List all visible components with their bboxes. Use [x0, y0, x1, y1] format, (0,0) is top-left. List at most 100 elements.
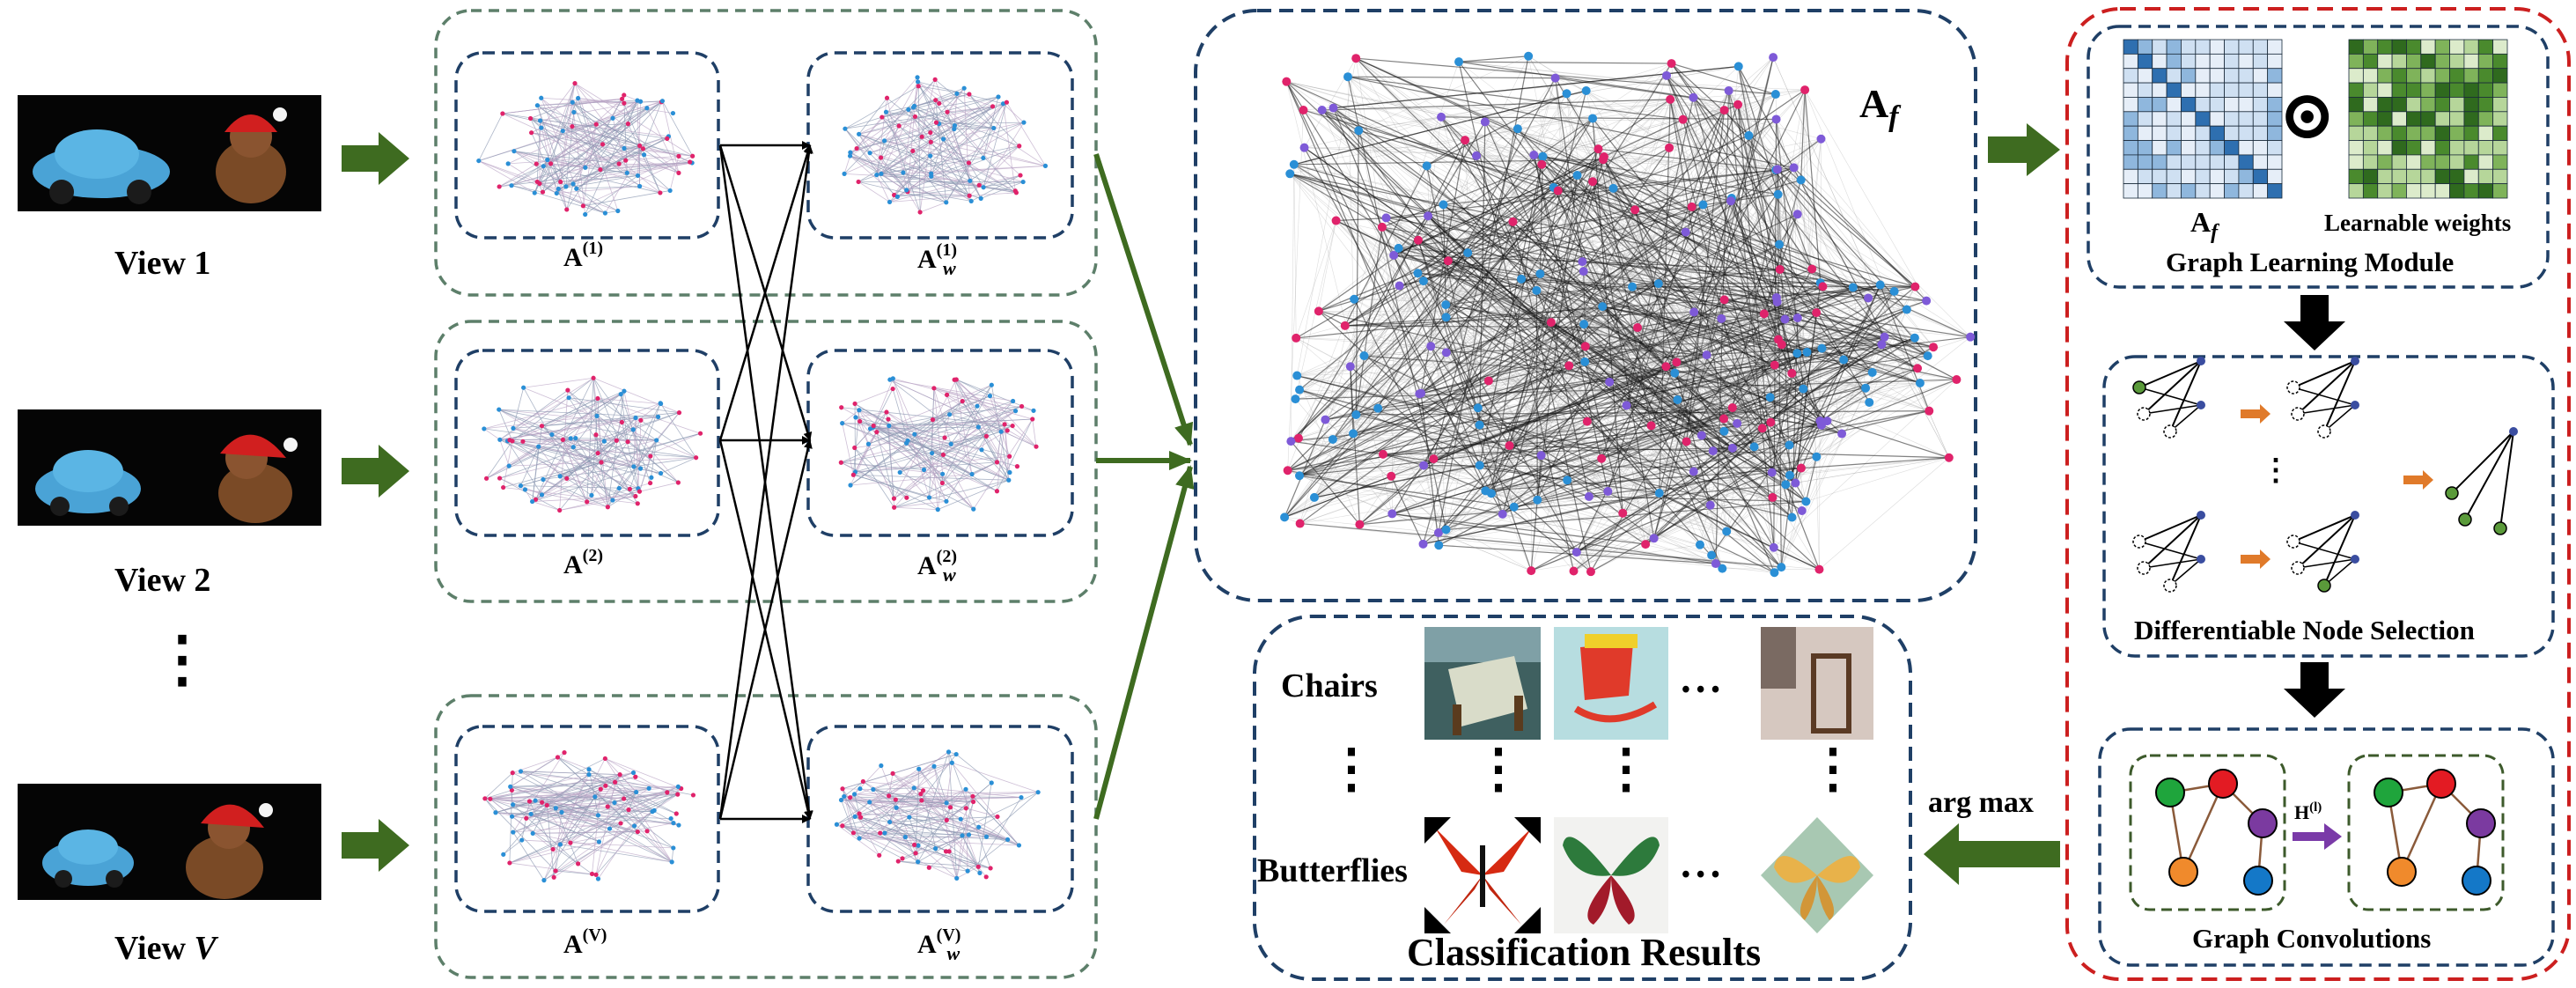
- graph-label-av-base: A: [563, 930, 583, 959]
- fused-graph-label-base: A: [1859, 81, 1889, 126]
- chair-image-3: [1761, 627, 1873, 740]
- mini-graph-2: [482, 375, 703, 513]
- conv-graph: [2155, 769, 2278, 896]
- class-row-butterflies: Butterflies: [1257, 852, 1408, 889]
- conv-graph: [2374, 769, 2496, 896]
- graph-conv-title: Graph Convolutions: [2192, 923, 2432, 954]
- graph-label-a1-base: A: [563, 243, 583, 272]
- class-ellipsis-v-3: ⋮: [1600, 740, 1652, 798]
- mini-graphs: [476, 75, 1049, 883]
- fused-nodes: [1280, 51, 1976, 578]
- af-matrix: [2123, 39, 2283, 199]
- af-matrix-label: Af: [2190, 206, 2218, 243]
- graph-label-a1: A(1): [563, 240, 603, 272]
- conv-operator-label-sup: (l): [2309, 800, 2322, 815]
- view-label-2: View 2: [114, 562, 211, 599]
- graph-label-aw1: A(1)w: [917, 241, 957, 278]
- selection-arrow: [2241, 404, 2271, 424]
- chair-image-2: [1554, 627, 1668, 740]
- argmax-arrow: [1924, 823, 2060, 885]
- class-ellipsis-v-4: ⋮: [1807, 740, 1859, 798]
- butterfly-image-2: [1554, 817, 1668, 933]
- weights-label: Learnable weights: [2324, 210, 2512, 236]
- conv-operator-label-base: H: [2294, 801, 2310, 823]
- graph-label-awv-sup: (V): [936, 925, 961, 945]
- af-matrix-label-base: A: [2190, 206, 2212, 238]
- graph-learning-title: Graph Learning Module: [2166, 247, 2455, 277]
- class-row-chairs: Chairs: [1281, 667, 1378, 704]
- view-label-v-text: View: [114, 930, 195, 967]
- chairs-ellipsis-h: • • •: [1682, 676, 1720, 704]
- graph-label-aw1-base: A: [917, 245, 937, 274]
- graph-label-a2-base: A: [563, 550, 583, 579]
- graph-learning-box: [2087, 25, 2550, 289]
- selection-arrow: [2241, 549, 2271, 569]
- fused-graph-label-sub: f: [1888, 100, 1899, 133]
- conv-graphs: [2155, 769, 2496, 896]
- node-selection-graphs: [2132, 357, 2518, 593]
- view1-arrow: [342, 132, 409, 185]
- graph-label-a1-sup: (1): [582, 239, 603, 258]
- cross-connections: [718, 141, 813, 823]
- af-matrix-label-sub: f: [2211, 221, 2219, 244]
- viewv-arrow: [342, 819, 409, 872]
- graph-conv-box: [2098, 727, 2555, 967]
- view-image-2: [18, 409, 321, 526]
- fused-graph-label: Af: [1859, 81, 1899, 132]
- selection-graph: [2286, 357, 2359, 439]
- view-to-graph-arrows: [342, 132, 409, 872]
- graph-label-a2: A(2): [563, 547, 603, 579]
- fusion-arrows: [1093, 153, 1195, 820]
- conv-operator-label: H(l): [2294, 800, 2322, 823]
- graph-label-aw2-sup: (2): [936, 547, 957, 566]
- view-image-v: [18, 784, 321, 900]
- selection-graph: [2132, 357, 2205, 439]
- graph-label-awv-sub: w: [946, 942, 960, 964]
- weights-matrix: [2348, 39, 2508, 199]
- classification-title: Classification Results: [1407, 931, 1762, 974]
- down-arrow-2: [2284, 662, 2345, 718]
- down-arrow-1: [2284, 295, 2345, 350]
- conv-operator-arrow: [2293, 823, 2342, 850]
- conv-inner-boxes: [2129, 754, 2505, 911]
- node-selection-title: Differentiable Node Selection: [2134, 615, 2475, 645]
- fused-graph-network: [1280, 51, 1976, 578]
- view-label-1: View 1: [114, 245, 211, 282]
- class-ellipsis-v-1: ⋮: [1325, 740, 1378, 798]
- mini-graph-0: [476, 81, 696, 218]
- node-selection-box: [2102, 355, 2555, 658]
- view-label-v: View V: [114, 932, 217, 965]
- butterfly-image-1: [1424, 817, 1541, 933]
- fused-to-learning-arrow: [1988, 123, 2060, 176]
- selection-result-graph: [2445, 427, 2518, 535]
- graph-label-aw2-base: A: [917, 551, 937, 580]
- selection-graph: [2286, 511, 2359, 593]
- fused-edges: [1284, 55, 1971, 573]
- graph-label-aw1-sub: w: [943, 257, 956, 279]
- butterfly-image-3: [1761, 817, 1873, 933]
- graph-label-awv-base: A: [917, 930, 937, 959]
- graph-label-aw2-sub: w: [943, 564, 956, 586]
- view-ellipsis: ⋮: [151, 626, 213, 694]
- mini-graph-1: [842, 75, 1049, 215]
- class-ellipsis-v-2: ⋮: [1472, 740, 1525, 798]
- graph-label-aw1-sup: (1): [936, 240, 957, 260]
- butterflies-ellipsis-h: • • •: [1682, 861, 1720, 888]
- gnn-module-box: [2065, 7, 2571, 981]
- view-image-1: [18, 95, 321, 211]
- group-viewv: [434, 694, 1098, 979]
- graph-label-awv: A(V)w: [917, 926, 960, 963]
- argmax-label: arg max: [1928, 786, 2034, 819]
- graph-label-av: A(V): [563, 926, 607, 959]
- graph-label-a2-sup: (2): [582, 546, 603, 565]
- hadamard-operator: ⊙: [2278, 77, 2337, 153]
- mini-graph-4: [482, 750, 696, 883]
- selection-graph: [2132, 511, 2205, 593]
- chair-image-1: [1424, 627, 1541, 740]
- mini-graph-3: [838, 376, 1039, 512]
- view-label-v-italic: V: [194, 930, 217, 967]
- selection-arrow: [2403, 470, 2433, 490]
- graph-label-av-sup: (V): [582, 925, 607, 945]
